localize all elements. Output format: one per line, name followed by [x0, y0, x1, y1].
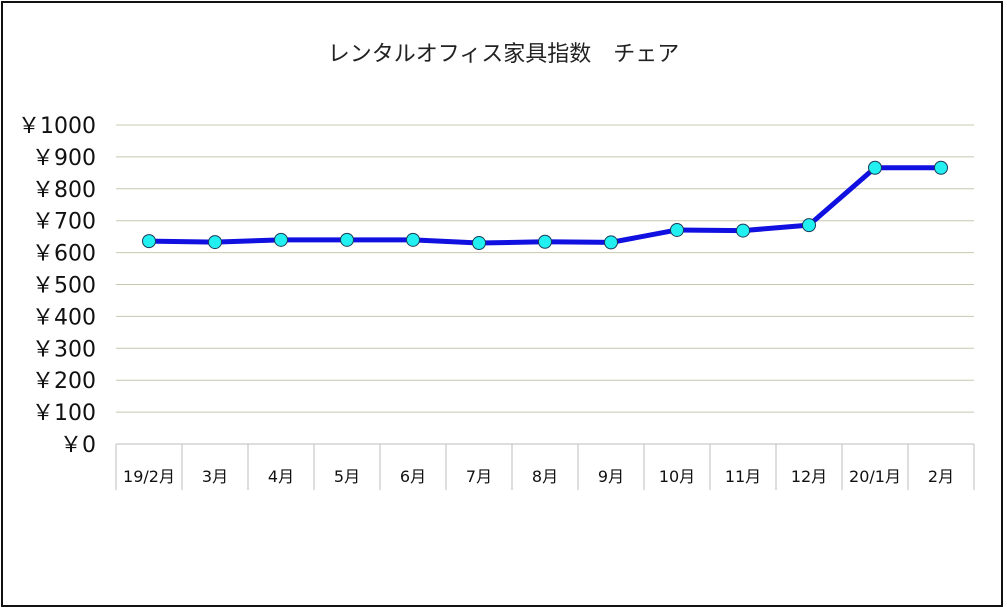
x-tick-label: 3月: [202, 467, 228, 486]
x-tick-label: 9月: [598, 467, 624, 486]
data-point: [208, 235, 222, 250]
y-tick-label: ￥300: [32, 337, 96, 362]
data-point: [538, 234, 552, 249]
y-axis-ticks: ￥0 ￥100 ￥200 ￥300 ￥400 ￥500 ￥600 ￥700 ￥800 ￥900 ￥1…: [18, 114, 96, 458]
x-tick-label: 20/1月: [849, 467, 901, 486]
gridlines: [116, 124, 974, 445]
y-tick-label: ￥900: [32, 146, 96, 171]
x-tick-label: 8月: [532, 467, 558, 486]
chart-title: レンタルオフィス家具指数 チェア: [327, 42, 680, 67]
data-point: [802, 218, 816, 233]
data-point: [406, 232, 420, 247]
y-tick-label: ￥100: [32, 401, 96, 426]
data-point: [274, 232, 288, 247]
x-tick-label: 10月: [659, 467, 695, 486]
series-line: [146, 165, 944, 246]
data-point: [868, 160, 882, 175]
x-tick-label: 2月: [928, 467, 954, 486]
x-tick-label: 4月: [268, 467, 294, 486]
series-group: [142, 160, 948, 251]
x-tick-label: 6月: [400, 467, 426, 486]
x-axis: 19/2月 3月 4月 5月 6月 7月 8月 9月 10月 11月 12月 20/1月 2月: [115, 444, 975, 490]
y-tick-label: ￥700: [32, 210, 96, 235]
x-tick-label: 12月: [791, 467, 827, 486]
data-point: [670, 222, 684, 237]
x-tick-label: 19/2月: [123, 467, 175, 486]
y-tick-label: ￥0: [60, 433, 96, 458]
data-point: [472, 236, 486, 251]
data-point: [604, 235, 618, 250]
y-tick-label: ￥200: [32, 369, 96, 394]
x-tick-label: 5月: [334, 467, 360, 486]
data-point: [142, 234, 156, 249]
data-point: [340, 232, 354, 247]
x-tick-label: 11月: [725, 467, 761, 486]
y-tick-label: ￥600: [32, 242, 96, 267]
y-tick-label: ￥400: [32, 305, 96, 330]
y-tick-label: ￥500: [32, 274, 96, 299]
y-tick-label: ￥1000: [18, 114, 96, 139]
data-point: [934, 160, 948, 175]
y-tick-label: ￥800: [32, 178, 96, 203]
x-tick-label: 7月: [466, 467, 492, 486]
data-point: [736, 223, 750, 238]
